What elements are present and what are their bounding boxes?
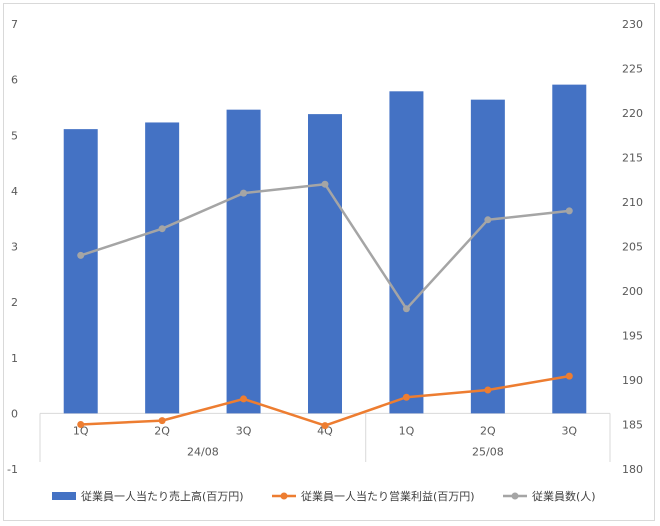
y-left-tick-label: 1 [11, 352, 18, 365]
x-tick-label: 3Q [236, 424, 252, 437]
data-point [402, 305, 410, 313]
x-tick-label: 2Q [154, 424, 170, 437]
data-point [240, 189, 248, 197]
bar [470, 99, 505, 414]
data-point [484, 216, 492, 224]
legend-label: 従業員一人当たり売上高(百万円) [81, 489, 244, 503]
legend-label: 従業員数(人) [532, 490, 596, 503]
y-right-tick-label: 220 [622, 107, 643, 120]
x-tick-label: 1Q [399, 424, 415, 437]
legend-marker [280, 492, 288, 500]
x-tick-label: 3Q [561, 424, 577, 437]
bar-series [63, 84, 587, 414]
legend-item: 従業員数(人) [503, 490, 596, 503]
y-right-tick-label: 205 [622, 241, 643, 254]
x-tick-label: 1Q [73, 424, 89, 437]
data-point [158, 225, 166, 233]
bar [389, 91, 424, 414]
y-left-tick-label: -1 [7, 463, 18, 476]
bar [308, 114, 342, 414]
bar [63, 129, 98, 414]
x-group-label: 25/08 [472, 445, 504, 458]
x-group-label: 24/08 [187, 445, 219, 458]
y-left-tick-label: 7 [11, 18, 18, 31]
legend-item: 従業員一人当たり営業利益(百万円) [272, 489, 475, 503]
bar [145, 122, 180, 414]
data-point [565, 207, 573, 215]
data-point [321, 422, 329, 430]
bar [226, 109, 261, 414]
y-right-tick-label: 215 [622, 152, 643, 165]
data-point [484, 386, 492, 394]
y-left-tick-label: 3 [11, 241, 18, 254]
data-point [240, 395, 248, 403]
y-left-tick-label: 2 [11, 296, 18, 309]
y-right-tick-label: 225 [622, 63, 643, 76]
legend-marker [511, 492, 519, 500]
y-right-tick-label: 230 [622, 18, 643, 31]
y-right-tick-label: 185 [622, 419, 643, 432]
x-tick-label: 2Q [480, 424, 496, 437]
legend-label: 従業員一人当たり営業利益(百万円) [301, 489, 475, 503]
y-right-tick-label: 180 [622, 463, 643, 476]
y-left-tick-label: 4 [11, 185, 18, 198]
data-point [321, 180, 329, 188]
legend-item: 従業員一人当たり売上高(百万円) [52, 489, 244, 503]
y-left-tick-label: 0 [11, 407, 18, 420]
data-point [565, 372, 573, 380]
y-right-tick-label: 190 [622, 374, 643, 387]
data-point [77, 251, 85, 259]
y-left-tick-label: 6 [11, 74, 18, 87]
x-tick-label: 4Q [317, 424, 333, 437]
line-series [77, 180, 573, 430]
legend-swatch [52, 492, 76, 500]
data-point [77, 421, 85, 428]
y-right-tick-label: 200 [622, 285, 643, 298]
y-right-tick-label: 195 [622, 330, 643, 343]
bar [552, 84, 587, 414]
y-left-tick-label: 5 [11, 129, 18, 142]
data-point [158, 417, 166, 425]
data-point [402, 393, 410, 401]
legend: 従業員一人当たり売上高(百万円) 従業員一人当たり営業利益(百万円) 従業員数(人) [52, 489, 596, 503]
y-right-tick-label: 210 [622, 196, 643, 209]
